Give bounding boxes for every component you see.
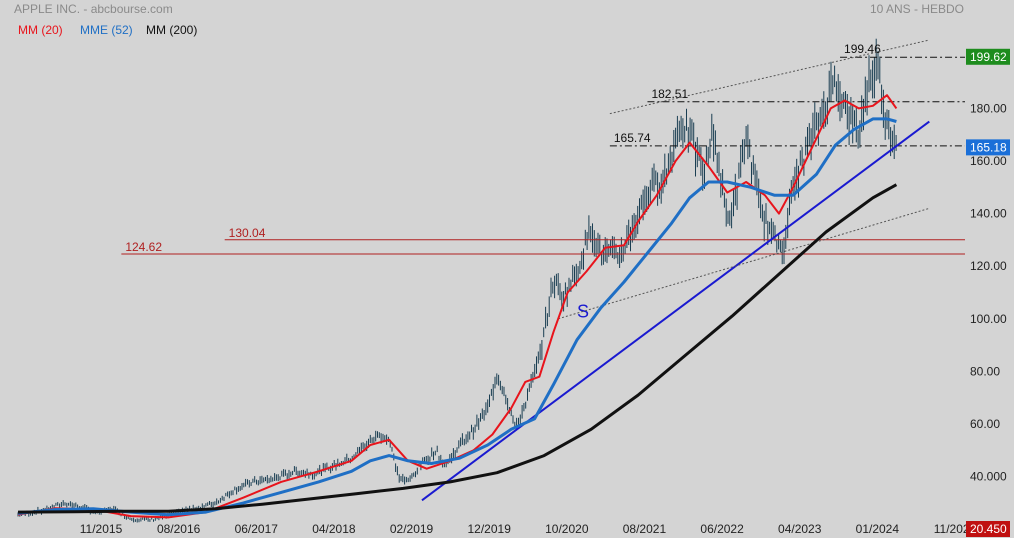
x-tick-label-9: 04/2023 [778,522,822,536]
chart-title: APPLE INC. - abcbourse.com [14,2,173,16]
series-line-1 [17,117,897,517]
x-tick-label-5: 12/2019 [467,522,511,536]
price-bars [17,38,897,523]
x-tick-label-0: 11/2015 [80,522,123,536]
x-tick-label-10: 01/2024 [856,522,900,536]
y-tick-label-0: 40.000 [970,470,1007,484]
current-price-tag-text: 165.18 [970,140,1007,154]
y-tick-label-7: 180.00 [970,101,1007,115]
legend-mm20: MM (20) [18,23,63,37]
y-tick-label-3: 100.00 [970,312,1007,326]
level-label-4: 124.62 [125,240,162,254]
level-label-1: 182.51 [651,87,688,101]
trendline-channel-lower [558,207,930,320]
series-line-0 [17,94,898,519]
y-tick-label-5: 140.00 [970,207,1007,221]
x-tick-label-3: 04/2018 [312,522,356,536]
bottom-price-tag-text: 20.450 [970,522,1007,536]
level-label-3: 130.04 [229,226,266,240]
x-tick-label-4: 02/2019 [390,522,434,536]
y-tick-label-1: 60.00 [970,417,1000,431]
top-price-tag-box [966,48,1010,65]
bottom-price-tag-box [966,521,1010,537]
y-tick-label-6: 160.00 [970,154,1007,168]
chart-period: 10 ANS - HEBDO [869,2,964,16]
trendline-channel-upper [609,39,930,115]
x-tick-label-6: 10/2020 [545,522,589,536]
series-line-2 [17,183,898,514]
legend-mm200: MM (200) [146,23,198,37]
x-tick-label-7: 08/2021 [623,522,667,536]
y-tick-label-4: 120.00 [970,259,1007,273]
trendline-support [421,120,930,502]
legend-mme52: MME (52) [80,23,133,37]
x-tick-label-8: 06/2022 [700,522,744,536]
current-price-tag-box [966,139,1010,156]
level-label-2: 165.74 [614,131,651,145]
top-price-tag-text: 199.62 [970,50,1007,64]
x-tick-label-2: 06/2017 [235,522,279,536]
x-tick-label-11: 11/2024 [934,522,977,536]
y-tick-label-2: 80.00 [970,364,1000,378]
x-tick-label-1: 08/2016 [157,522,201,536]
level-label-0: 199.46 [844,42,881,56]
